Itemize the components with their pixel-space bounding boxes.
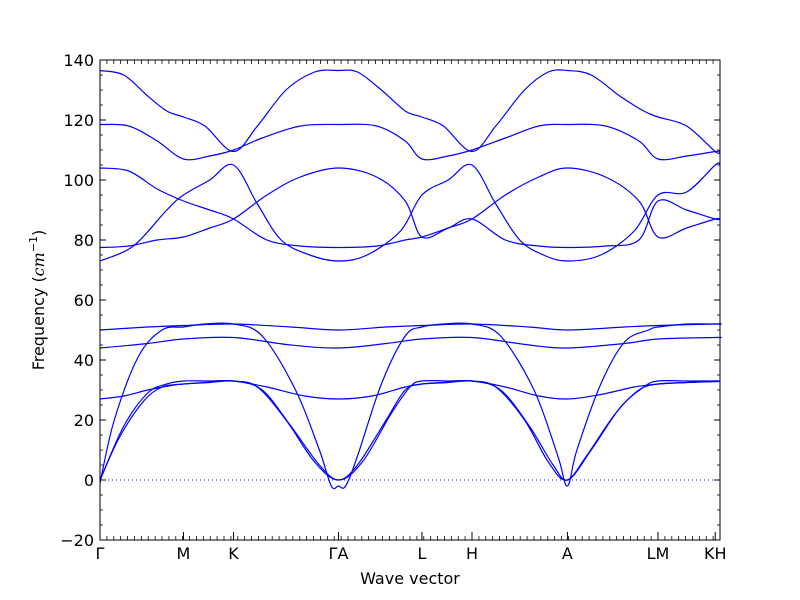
band-line-6	[99, 323, 722, 331]
band-line-7	[99, 167, 721, 249]
x-tick-label: K	[228, 544, 239, 563]
y-tick-label: 80	[74, 231, 94, 250]
x-tick-label: A	[562, 544, 573, 563]
y-axis-title-close: )	[29, 230, 48, 236]
y-axis-title-unit: cm	[29, 252, 48, 276]
x-tick-label: ΓA	[329, 544, 349, 563]
x-tick-label: H	[466, 544, 478, 563]
band-line-9	[99, 162, 721, 262]
band-line-8	[99, 167, 721, 249]
band-line-2	[99, 379, 720, 481]
band-line-5	[99, 336, 722, 349]
band-line-4	[99, 322, 720, 490]
y-axis-title-text: Frequency (	[29, 276, 48, 370]
y-axis-title: Frequency (cm−1)	[27, 230, 48, 371]
y-tick-label: 40	[74, 351, 94, 370]
x-tick-label: LM	[647, 544, 670, 563]
plot-frame	[99, 59, 721, 541]
y-tick-label: 0	[84, 471, 94, 490]
y-tick-label: 120	[63, 111, 94, 130]
band-line-10	[99, 123, 721, 161]
x-tick-label: L	[417, 544, 426, 563]
x-tick-label: M	[177, 544, 191, 563]
band-line-3	[99, 380, 721, 400]
y-tick-label: 20	[74, 411, 94, 430]
y-tick-label: 60	[74, 291, 94, 310]
y-axis-title-exponent: −1	[27, 236, 40, 252]
x-tick-label: KH	[704, 544, 727, 563]
x-tick-label: Γ	[96, 544, 105, 563]
y-tick-label: 100	[63, 171, 94, 190]
x-axis-title: Wave vector	[360, 569, 460, 588]
band-line-1	[99, 380, 721, 481]
y-tick-label: −20	[60, 531, 94, 550]
y-tick-label: 140	[63, 51, 94, 70]
band-line-11	[99, 69, 721, 154]
